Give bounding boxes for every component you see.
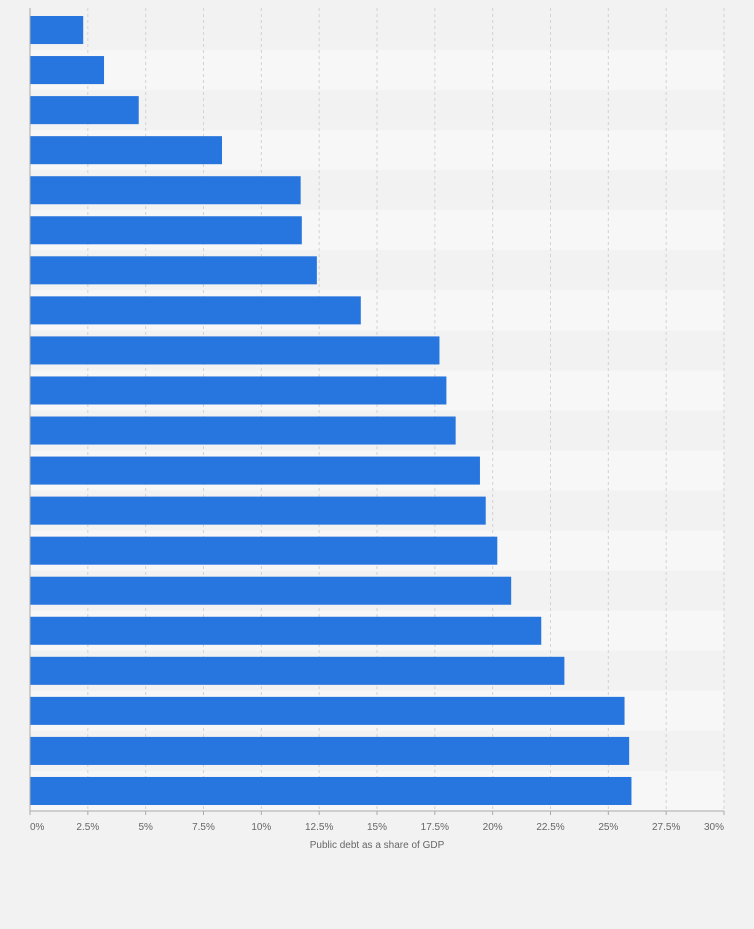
bar	[30, 256, 317, 285]
x-tick-label: 15%	[367, 822, 387, 833]
x-axis-title: Public debt as a share of GDP	[310, 840, 445, 851]
bar	[30, 16, 84, 45]
bar	[30, 696, 625, 725]
x-tick-label: 10%	[251, 822, 271, 833]
bar	[30, 56, 105, 85]
x-tick-label: 2.5%	[76, 822, 99, 833]
x-tick-label: 17.5%	[421, 822, 449, 833]
bar	[30, 576, 512, 605]
bar	[30, 736, 630, 765]
x-tick-label: 25%	[598, 822, 618, 833]
x-tick-label: 5%	[138, 822, 153, 833]
x-tick-label: 0%	[30, 822, 45, 833]
bar	[30, 496, 486, 525]
x-tick-label: 12.5%	[305, 822, 333, 833]
bar	[30, 656, 565, 685]
bar	[30, 776, 632, 805]
bar	[30, 416, 456, 445]
x-tick-label: 27.5%	[652, 822, 680, 833]
bar	[30, 616, 542, 645]
bar	[30, 536, 498, 565]
x-tick-label: 30%	[704, 822, 724, 833]
bar	[30, 336, 440, 365]
bar	[30, 96, 139, 125]
bar	[30, 376, 447, 405]
bar	[30, 296, 361, 325]
x-tick-label: 20%	[483, 822, 503, 833]
bar	[30, 176, 301, 205]
bar	[30, 136, 223, 165]
bar	[30, 456, 480, 485]
x-tick-label: 22.5%	[536, 822, 564, 833]
bar	[30, 216, 302, 245]
x-tick-label: 7.5%	[192, 822, 215, 833]
